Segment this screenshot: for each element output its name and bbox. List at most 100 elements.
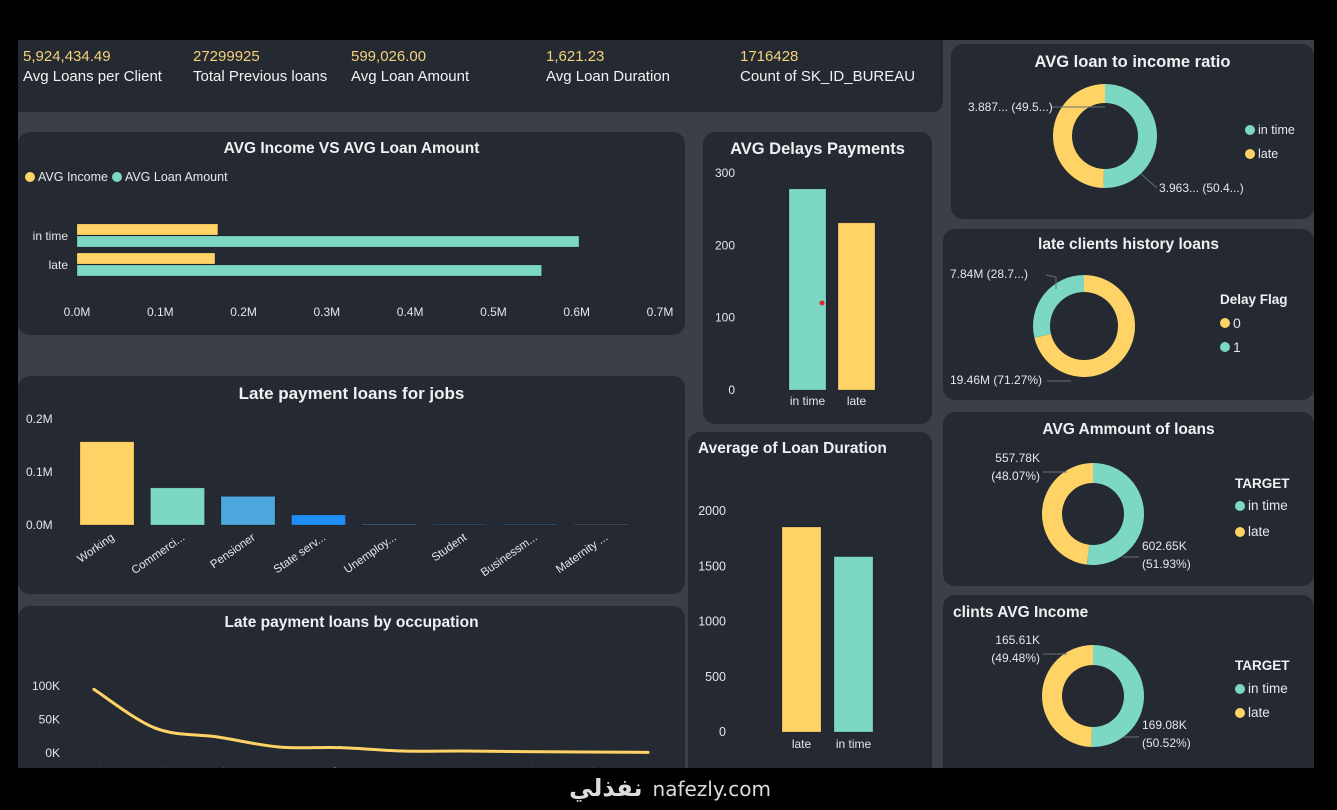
category-label: Pensioner — [208, 532, 257, 572]
donut-slice-late — [1052, 84, 1105, 188]
category-label: Secret... — [554, 761, 596, 768]
chart-title: clints AVG Income — [953, 604, 1089, 621]
panel-jobs[interactable]: Late payment loans for jobs 0.0M 0.1M 0.2M… — [18, 376, 685, 594]
category-label: Working — [75, 532, 116, 566]
loan-income-ratio-donut: 3.887... (49.5...) 3.963... (50.4...) — [968, 84, 1244, 195]
legend-item[interactable]: late — [1245, 147, 1278, 161]
data-point — [92, 687, 96, 691]
panel-delays-payments[interactable]: AVG Delays Payments 0 100 200 300 in time lat… — [703, 132, 932, 424]
data-point — [277, 745, 281, 749]
legend-dot-icon — [1235, 500, 1245, 511]
legend-label: in time — [1258, 123, 1295, 137]
legend-item[interactable]: late — [1235, 524, 1270, 539]
panel-loan-duration[interactable]: Average of Loan Duration 0 500 1000 1500 200… — [688, 432, 932, 768]
chart-title: late clients history loans — [1038, 236, 1219, 253]
bar-avg-income — [76, 252, 216, 265]
x-tick-label: 0.5M — [480, 305, 507, 319]
category-label: Businessm... — [479, 532, 540, 580]
x-tick-label: 0.4M — [397, 305, 424, 319]
bar-in-time — [833, 556, 874, 733]
category-label: Realty... — [617, 761, 658, 768]
marker-dot — [819, 300, 825, 306]
legend-item[interactable]: AVG Income — [25, 170, 108, 184]
legend-dot-icon — [25, 172, 35, 182]
bar-job — [573, 523, 628, 526]
watermark-arabic: نفذلي — [569, 775, 643, 802]
legend-item[interactable]: in time — [1235, 498, 1288, 513]
donut-slice-in-time — [1091, 645, 1145, 747]
legend-item[interactable]: in time — [1245, 123, 1295, 137]
legend-label: in time — [1248, 498, 1288, 513]
kpi-total-previous-loans[interactable]: 27299925 Total Previous loans — [193, 48, 327, 88]
occupation-chart: 0K 50K 100K UNKO... Sales ... Mana... Medic...… — [32, 679, 658, 768]
kpi-avg-loan-amount[interactable]: 599,026.00 Avg Loan Amount — [351, 48, 469, 88]
kpi-count-sk-id-bureau[interactable]: 1716428 Count of SK_ID_BUREAU — [740, 48, 915, 88]
y-tick-label: 0K — [45, 746, 60, 760]
legend-item[interactable]: in time — [1235, 681, 1288, 696]
y-tick-label: 300 — [715, 166, 735, 180]
kpi-label: Avg Loans per Client — [23, 68, 162, 85]
kpi-label: Total Previous loans — [193, 68, 328, 85]
category-label: in time — [836, 737, 872, 751]
panel-income-vs-loan[interactable]: AVG Income VS AVG Loan Amount AVG Income… — [18, 132, 685, 335]
dashboard-canvas: 5,924,434.49 Avg Loans per Client 272999… — [18, 40, 1314, 768]
legend-item[interactable]: AVG Loan Amount — [111, 170, 228, 184]
panel-loan-income-ratio[interactable]: AVG loan to income ratio 3.887... (49.5.… — [951, 44, 1314, 219]
data-label: 7.84M (28.7...) — [950, 267, 1028, 281]
kpi-value: 1,621.23 — [546, 48, 605, 65]
avg-income-donut: 165.61K (49.48%) 169.08K (50.52%) — [991, 633, 1191, 750]
y-tick-label: 100K — [32, 679, 60, 693]
kpi-label: Count of SK_ID_BUREAU — [740, 68, 916, 85]
category-label: Sales ... — [124, 761, 165, 768]
category-label: late — [847, 394, 867, 408]
donut-slice-in-time — [1086, 463, 1144, 565]
data-point — [461, 749, 465, 753]
kpi-value: 1716428 — [740, 48, 799, 65]
category-label: Student — [430, 531, 470, 564]
legend-item[interactable]: 1 — [1220, 339, 1241, 355]
legend-dot-icon — [1235, 526, 1245, 537]
avg-amount-donut: 557.78K (48.07%) 602.65K (51.93%) — [991, 451, 1190, 571]
chart-title: Average of Loan Duration — [698, 440, 887, 457]
y-tick-label: 50K — [39, 713, 60, 727]
y-tick-label: 500 — [705, 670, 726, 684]
bar-job — [291, 514, 346, 526]
x-tick-label: 0.6M — [563, 305, 590, 319]
data-label: (50.52%) — [1142, 736, 1191, 750]
panel-occupation[interactable]: Late payment loans by occupation 0K 50K 10… — [18, 606, 685, 768]
kpi-value: 5,924,434.49 — [23, 48, 111, 65]
legend-label: late — [1248, 705, 1270, 720]
watermark-url: nafezly.com — [652, 777, 771, 801]
category-label: Waite... — [496, 761, 534, 768]
category-label: Securi... — [309, 761, 350, 768]
x-tick-label: 0.7M — [647, 305, 674, 319]
panel-avg-amount[interactable]: AVG Ammount of loans 557.78K (48.07%) 602.… — [943, 412, 1314, 586]
legend-item[interactable]: late — [1235, 705, 1270, 720]
series-line — [92, 687, 650, 754]
legend-item[interactable]: 0 — [1220, 315, 1241, 331]
panel-avg-income[interactable]: clints AVG Income 165.61K (49.48%) 169.08K… — [943, 595, 1314, 768]
y-tick-label: 200 — [715, 238, 735, 252]
category-label: Unemploy... — [342, 532, 398, 577]
legend-dot-icon — [1235, 707, 1245, 718]
bar-avg-loan-amount — [76, 264, 542, 277]
chart-title: Late payment loans by occupation — [224, 614, 479, 631]
data-label: 19.46M (71.27%) — [950, 373, 1042, 387]
bar-avg-loan-amount — [76, 235, 580, 248]
delays-payments-chart: 0 100 200 300 in time late — [715, 166, 876, 408]
kpi-avg-loan-duration[interactable]: 1,621.23 Avg Loan Duration — [546, 48, 670, 88]
category-label: State serv... — [272, 532, 328, 577]
income-vs-loan-chart: in time late 0.0M 0.1M 0.2M 0.3M 0.4M 0.5M 0.6M 0… — [33, 223, 674, 319]
legend-dot-icon — [1235, 683, 1245, 694]
panel-late-history[interactable]: late clients history loans 7.84M (28.7..… — [943, 229, 1314, 400]
category-label: Mana... — [189, 761, 227, 768]
kpi-avg-loans-per-client[interactable]: 5,924,434.49 Avg Loans per Client — [23, 48, 162, 88]
late-history-donut: 7.84M (28.7...) 19.46M (71.27%) — [950, 267, 1135, 387]
category-label: in time — [790, 394, 826, 408]
bar-in-time — [788, 188, 827, 391]
kpi-value: 599,026.00 — [351, 48, 427, 65]
chart-title: AVG loan to income ratio — [1034, 53, 1231, 71]
data-point — [400, 749, 404, 753]
bar-job — [432, 523, 487, 526]
legend-dot-icon — [111, 172, 122, 182]
